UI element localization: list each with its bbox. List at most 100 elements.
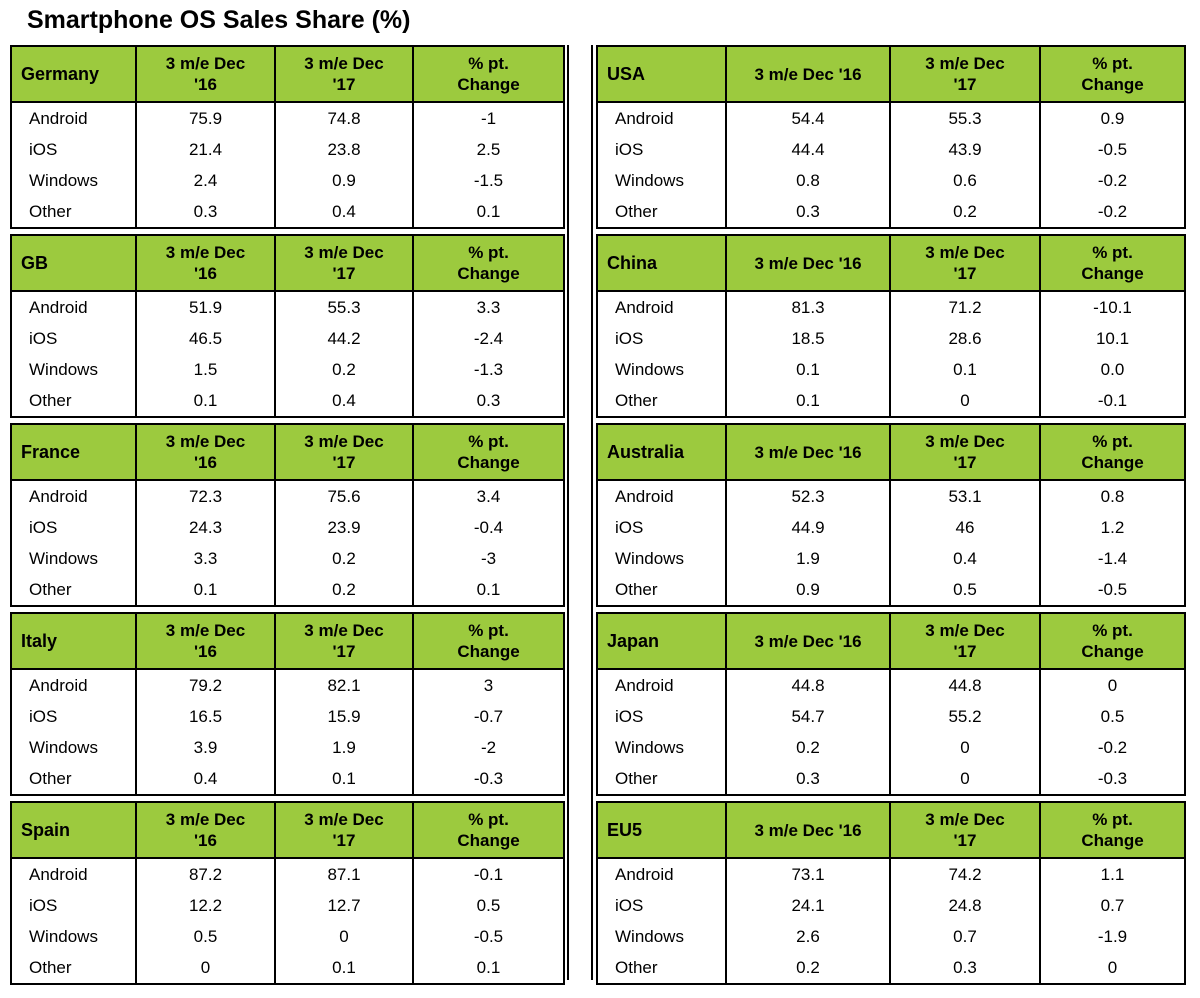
os-label-cell: Windows	[596, 732, 727, 763]
value-cell: -2.4	[412, 323, 565, 354]
os-label-cell: iOS	[10, 323, 137, 354]
table-row: iOS 12.2 12.7 0.5	[10, 890, 565, 921]
value-cell: 0.1	[135, 385, 276, 417]
table-row: iOS 54.7 55.2 0.5	[596, 701, 1186, 732]
table-row: Windows 0.2 0 -0.2	[596, 732, 1186, 763]
value-cell: 72.3	[135, 480, 276, 512]
col-header-dec16: 3 m/e Dec '16	[135, 46, 276, 103]
table-row: Other 0.1 0 -0.1	[596, 385, 1186, 417]
os-label-cell: Windows	[10, 165, 137, 196]
value-cell: 1.2	[1039, 512, 1186, 543]
value-cell: 74.8	[274, 102, 414, 134]
value-cell: 3	[412, 669, 565, 701]
value-cell: 0	[1039, 952, 1186, 984]
table-row: Other 0.1 0.4 0.3	[10, 385, 565, 417]
col-header-change: % pt. Change	[1039, 802, 1186, 859]
os-share-table-germany: Germany 3 m/e Dec '16 3 m/e Dec '17 % pt. C…	[10, 45, 565, 229]
col-header-change-label: % pt. Change	[1081, 432, 1144, 472]
table-row: iOS 24.1 24.8 0.7	[596, 890, 1186, 921]
value-cell: 46.5	[135, 323, 276, 354]
col-header-change-label: % pt. Change	[457, 432, 520, 472]
value-cell: 0.1	[889, 354, 1041, 385]
col-header-dec16-label: 3 m/e Dec '16	[165, 432, 246, 472]
value-cell: 82.1	[274, 669, 414, 701]
value-cell: 0.2	[889, 196, 1041, 228]
os-label-cell: Windows	[10, 921, 137, 952]
table-row: iOS 21.4 23.8 2.5	[10, 134, 565, 165]
table-row: iOS 44.4 43.9 -0.5	[596, 134, 1186, 165]
spacer-column	[567, 45, 593, 980]
value-cell: 0.9	[274, 165, 414, 196]
value-cell: 0.6	[889, 165, 1041, 196]
col-header-dec17: 3 m/e Dec '17	[274, 46, 414, 103]
table-row: Windows 3.9 1.9 -2	[10, 732, 565, 763]
os-label-cell: Windows	[10, 543, 137, 574]
col-header-dec16: 3 m/e Dec '16	[135, 235, 276, 292]
table-row: Other 0 0.1 0.1	[10, 952, 565, 984]
value-cell: -0.1	[1039, 385, 1186, 417]
os-share-table-usa: USA 3 m/e Dec '16 3 m/e Dec '17 % pt. Chang…	[596, 45, 1186, 229]
header-row: EU5 3 m/e Dec '16 3 m/e Dec '17 % pt. Chang…	[596, 802, 1186, 859]
value-cell: -1.4	[1039, 543, 1186, 574]
os-share-table-eu5: EU5 3 m/e Dec '16 3 m/e Dec '17 % pt. Chang…	[596, 801, 1186, 985]
value-cell: 0.8	[725, 165, 891, 196]
value-cell: 23.8	[274, 134, 414, 165]
header-row: Germany 3 m/e Dec '16 3 m/e Dec '17 % pt. C…	[10, 46, 565, 103]
col-header-change: % pt. Change	[1039, 424, 1186, 481]
os-label-cell: Android	[10, 480, 137, 512]
col-header-dec17-label: 3 m/e Dec '17	[304, 243, 384, 283]
country-header-cell: EU5	[596, 802, 727, 859]
value-cell: -1.3	[412, 354, 565, 385]
col-header-dec17-label: 3 m/e Dec '17	[925, 621, 1005, 661]
os-label-cell: iOS	[596, 323, 727, 354]
col-header-change-label: % pt. Change	[1081, 621, 1144, 661]
value-cell: 43.9	[889, 134, 1041, 165]
value-cell: -0.3	[412, 763, 565, 795]
col-header-dec16: 3 m/e Dec '16	[135, 802, 276, 859]
value-cell: 0.3	[725, 763, 891, 795]
value-cell: 0.1	[725, 354, 891, 385]
value-cell: 2.5	[412, 134, 565, 165]
value-cell: 0.5	[135, 921, 276, 952]
table-row: Other 0.1 0.2 0.1	[10, 574, 565, 606]
col-header-change: % pt. Change	[1039, 235, 1186, 292]
os-label-cell: Other	[10, 574, 137, 606]
col-header-change: % pt. Change	[412, 235, 565, 292]
country-header-cell: France	[10, 424, 137, 481]
value-cell: 24.8	[889, 890, 1041, 921]
col-header-dec16-label: 3 m/e Dec '16	[754, 821, 862, 840]
value-cell: 52.3	[725, 480, 891, 512]
value-cell: 44.4	[725, 134, 891, 165]
value-cell: 87.1	[274, 858, 414, 890]
table-row: Android 52.3 53.1 0.8	[596, 480, 1186, 512]
value-cell: 12.2	[135, 890, 276, 921]
os-share-table-gb: GB 3 m/e Dec '16 3 m/e Dec '17 % pt. Change…	[10, 234, 565, 418]
os-label-cell: Other	[596, 385, 727, 417]
value-cell: 2.6	[725, 921, 891, 952]
col-header-dec17-label: 3 m/e Dec '17	[925, 243, 1005, 283]
os-label-cell: Windows	[596, 921, 727, 952]
os-label-cell: Android	[596, 102, 727, 134]
col-header-dec17: 3 m/e Dec '17	[889, 424, 1041, 481]
country-header-cell: Italy	[10, 613, 137, 670]
left-table-group: Germany 3 m/e Dec '16 3 m/e Dec '17 % pt. C…	[10, 45, 565, 985]
table-row: Other 0.3 0.4 0.1	[10, 196, 565, 228]
table-row: Windows 0.8 0.6 -0.2	[596, 165, 1186, 196]
value-cell: 0.7	[1039, 890, 1186, 921]
header-row: USA 3 m/e Dec '16 3 m/e Dec '17 % pt. Chang…	[596, 46, 1186, 103]
value-cell: 0	[135, 952, 276, 984]
col-header-dec17-label: 3 m/e Dec '17	[925, 432, 1005, 472]
table-row: Windows 1.5 0.2 -1.3	[10, 354, 565, 385]
country-header-cell: Spain	[10, 802, 137, 859]
col-header-change: % pt. Change	[412, 424, 565, 481]
value-cell: 2.4	[135, 165, 276, 196]
col-header-change: % pt. Change	[412, 802, 565, 859]
col-header-dec16-label: 3 m/e Dec '16	[165, 810, 246, 850]
value-cell: 0.7	[889, 921, 1041, 952]
col-header-dec17: 3 m/e Dec '17	[889, 613, 1041, 670]
col-header-dec17: 3 m/e Dec '17	[274, 235, 414, 292]
os-label-cell: Windows	[596, 354, 727, 385]
value-cell: 21.4	[135, 134, 276, 165]
value-cell: 54.7	[725, 701, 891, 732]
os-label-cell: iOS	[596, 701, 727, 732]
